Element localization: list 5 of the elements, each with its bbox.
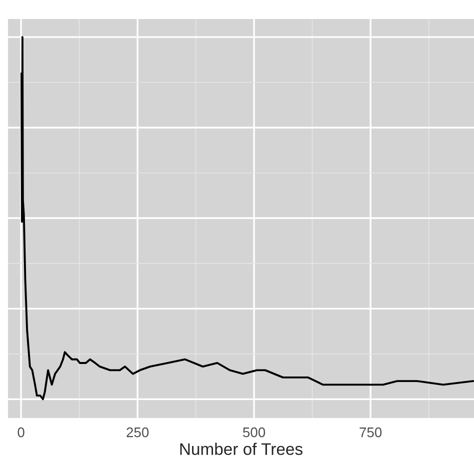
x-tick-label: 0 [18,427,24,438]
x-tick-label: 500 [243,427,266,438]
x-tick-label: 250 [126,427,149,438]
x-tick-label: 750 [360,427,382,438]
x-axis-title: Number of Trees [180,442,302,455]
